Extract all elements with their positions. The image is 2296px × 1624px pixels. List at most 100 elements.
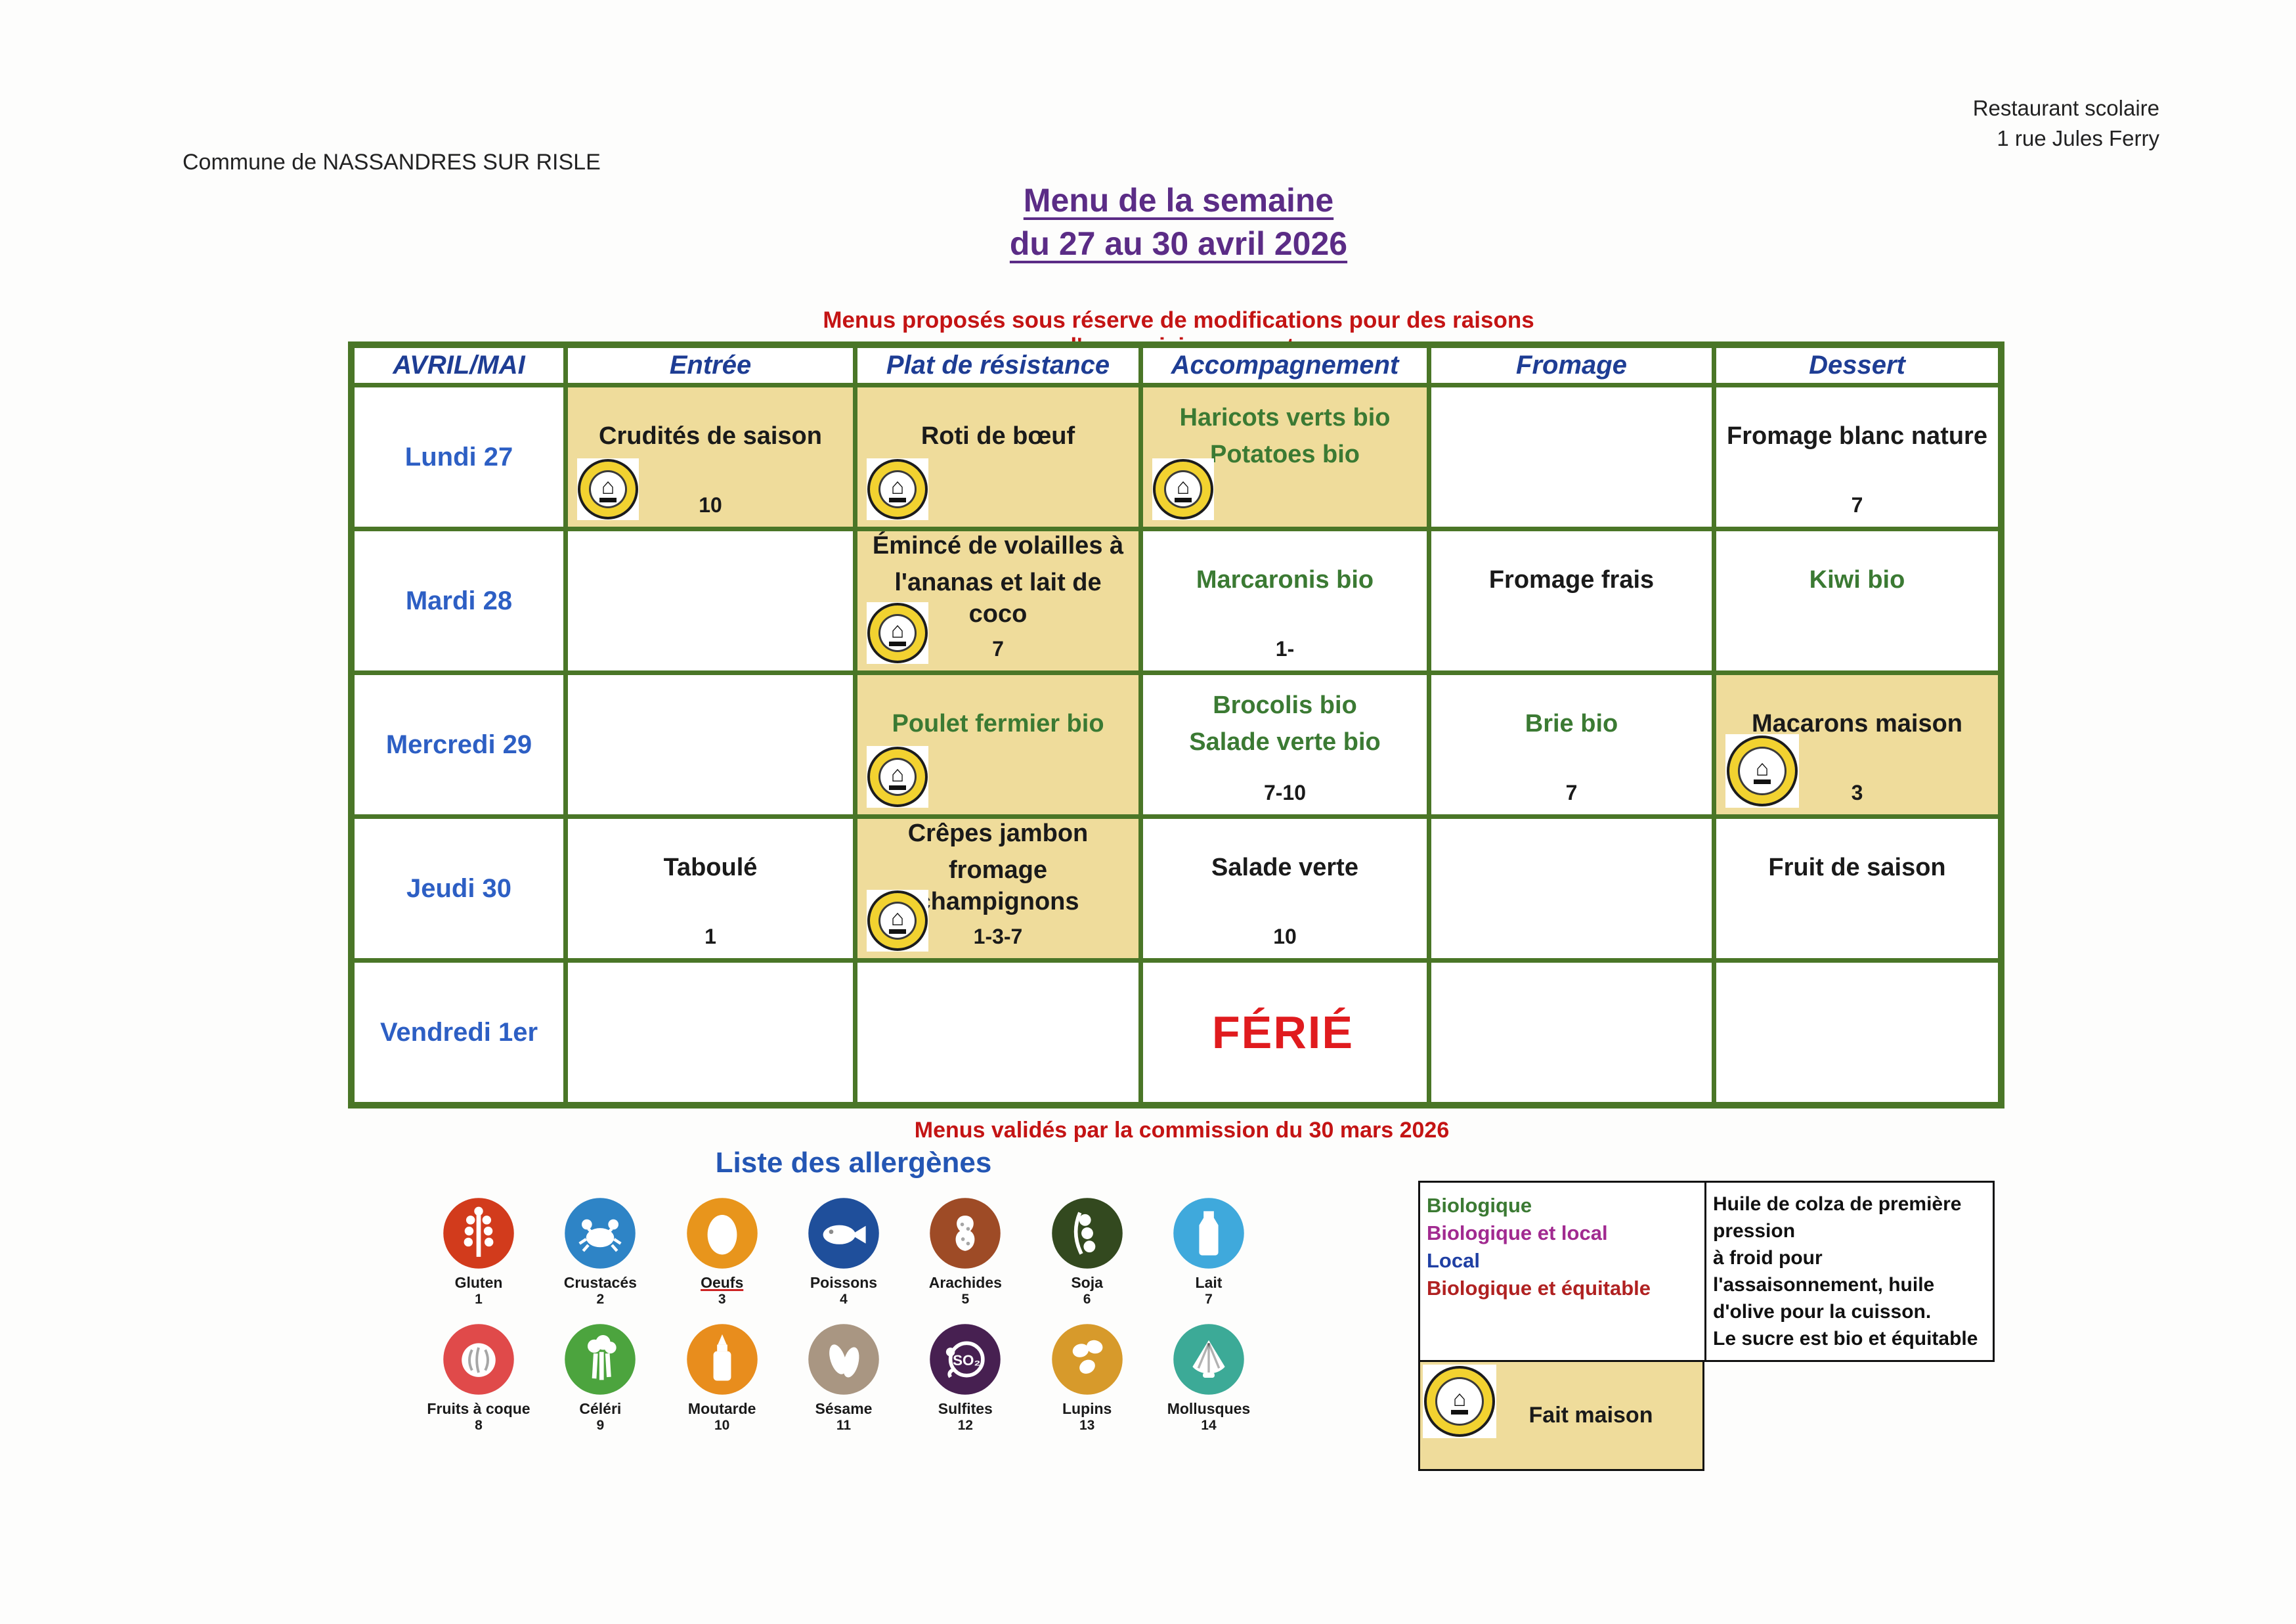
dish-line: Haricots verts bio (1179, 404, 1391, 431)
pan-bar (1175, 497, 1192, 502)
fait-maison-icon: ⌂ (1423, 1365, 1496, 1438)
page-title: Menu de la semaine du 27 au 30 avril 202… (850, 179, 1507, 265)
allergen-number: 12 (957, 1418, 973, 1433)
dish-line: Brocolis bio (1213, 691, 1357, 719)
allergen-sulfites: SO₂ Sulfites 12 (907, 1323, 1024, 1434)
shell-icon (1173, 1324, 1244, 1395)
column-divider-stub (1712, 963, 1716, 1040)
dish-text: Poulet fermier bio (857, 675, 1138, 772)
peanut-icon (930, 1198, 1001, 1269)
dish-text: Crêpes jambon fromage champignons (857, 819, 1138, 916)
dish-text: Brocolis bio Salade verte bio (1143, 675, 1427, 772)
note-line: Le sucre est bio et équitable (1713, 1328, 1978, 1350)
mustard-bottle-icon (686, 1324, 758, 1395)
fait-maison-ring: ⌂ (867, 459, 928, 519)
allergen-poissons: Poissons 4 (785, 1196, 902, 1308)
dish-text: Fruit de saison (1716, 819, 1998, 916)
dish-text: Haricots verts bio Potatoes bio (1143, 387, 1427, 485)
dish-line: Taboulé (663, 854, 758, 881)
fait-maison-icon: ⌂ (1152, 458, 1214, 520)
dish-text: Fromage blanc nature (1716, 387, 1998, 485)
dish-text: Marcaronis bio (1143, 531, 1427, 628)
house-glyph: ⌂ (1755, 755, 1769, 781)
cell-mardi-accompagnement: Marcaronis bio 1- (1143, 531, 1427, 670)
dish-text: Fromage frais (1431, 531, 1712, 628)
cell-lundi-accompagnement: Haricots verts bio Potatoes bio ⌂ (1143, 387, 1427, 527)
restaurant-address: Restaurant scolaire 1 rue Jules Ferry (1973, 93, 2159, 154)
allergen-name: Soja (1071, 1274, 1103, 1291)
allergen-number: 4 (840, 1292, 848, 1307)
cell-jeudi-dessert: Fruit de saison (1716, 819, 1998, 958)
column-divider-stub (853, 1011, 857, 1102)
legend-categories: Biologique Biologique et local Local Bio… (1418, 1181, 1704, 1362)
cell-mercredi-dessert: Macarons maison ⌂ 3 (1716, 675, 1998, 814)
allergen-numbers: 7 (1851, 493, 1863, 517)
cell-jeudi-fromage-empty (1431, 819, 1712, 958)
allergen-name: Lait (1195, 1274, 1223, 1291)
dish-text: Crudités de saison (568, 387, 853, 485)
cell-lundi-fromage-empty (1431, 387, 1712, 527)
column-divider-stub (1712, 1011, 1716, 1102)
allergen-number: 11 (836, 1418, 852, 1433)
allergen-numbers: 3 (1851, 781, 1863, 804)
house-glyph: ⌂ (890, 905, 905, 931)
day-label-lundi: Lundi 27 (355, 387, 563, 527)
so2-icon: SO₂ (930, 1324, 1001, 1395)
allergen-number: 5 (961, 1292, 970, 1307)
dish-line: fromage champignons (917, 856, 1079, 915)
pan-bar (1754, 779, 1771, 784)
allergen-moutarde: Moutarde 10 (664, 1323, 781, 1434)
restaurant-street: 1 rue Jules Ferry (1997, 126, 2159, 150)
note-line: Huile de colza de première pression (1713, 1193, 1962, 1242)
svg-text:SO₂: SO₂ (953, 1352, 980, 1369)
cell-mardi-fromage: Fromage frais (1431, 531, 1712, 670)
allergen-name: Sésame (815, 1400, 873, 1417)
house-glyph: ⌂ (601, 473, 615, 499)
allergen-name: Lupins (1062, 1400, 1112, 1417)
dish-line: Fromage blanc nature (1727, 422, 1987, 450)
col-header-fromage: Fromage (1431, 348, 1712, 383)
celery-icon (565, 1324, 636, 1395)
cell-mercredi-fromage: Brie bio 7 (1431, 675, 1712, 814)
fait-maison-icon: ⌂ (577, 458, 639, 520)
legend-biologique-local: Biologique et local (1427, 1221, 1608, 1244)
note-line: d'olive pour la cuisson. (1713, 1301, 1932, 1323)
col-header-entree: Entrée (568, 348, 853, 383)
allergen-numbers: 7 (992, 637, 1004, 661)
fait-maison-icon: ⌂ (867, 890, 928, 952)
fait-maison-icon: ⌂ (867, 458, 928, 520)
dish-text: Salade verte (1143, 819, 1427, 916)
legend-oil-note: Huile de colza de première pression à fr… (1704, 1181, 1995, 1362)
fait-maison-ring: ⌂ (1153, 459, 1213, 519)
pan-bar (889, 497, 906, 502)
column-divider-stub (1427, 963, 1431, 1040)
allergen-numbers: 10 (699, 493, 722, 517)
dish-line: Roti de bœuf (921, 422, 1075, 450)
allergen-crustaces: Crustacés 2 (542, 1196, 659, 1308)
house-glyph: ⌂ (890, 761, 905, 787)
fait-maison-icon: ⌂ (867, 602, 928, 664)
allergen-soja: Soja 6 (1029, 1196, 1146, 1308)
allergen-fruits-a-coque: Fruits à coque 8 (420, 1323, 537, 1434)
allergen-numbers: 7-10 (1263, 781, 1307, 804)
dish-text: Roti de bœuf (857, 387, 1138, 485)
day-label-vendredi: Vendredi 1er (355, 963, 563, 1102)
allergen-number: 9 (596, 1418, 605, 1433)
wheat-icon (443, 1198, 514, 1269)
day-label-jeudi: Jeudi 30 (355, 819, 563, 958)
dish-text: Brie bio (1431, 675, 1712, 772)
dish-line: Macarons maison (1752, 710, 1962, 737)
allergen-lupins: Lupins 13 (1029, 1323, 1146, 1434)
allergen-number: 8 (475, 1418, 483, 1433)
dish-line: Potatoes bio (1209, 441, 1360, 468)
column-divider-stub (1138, 1011, 1143, 1102)
allergen-number: 14 (1201, 1418, 1217, 1433)
restaurant-name: Restaurant scolaire (1972, 96, 2159, 120)
allergen-oeufs: Oeufs 3 (664, 1196, 781, 1308)
col-header-plat: Plat de résistance (857, 348, 1138, 383)
dish-line: Émincé de volailles à (872, 532, 1124, 560)
allergens-row-1: Gluten 1 Crustacés 2 Oeufs 3 Poissons 4 … (420, 1196, 1267, 1308)
soy-pod-icon (1051, 1198, 1123, 1269)
title-line-1: Menu de la semaine (1023, 182, 1334, 219)
